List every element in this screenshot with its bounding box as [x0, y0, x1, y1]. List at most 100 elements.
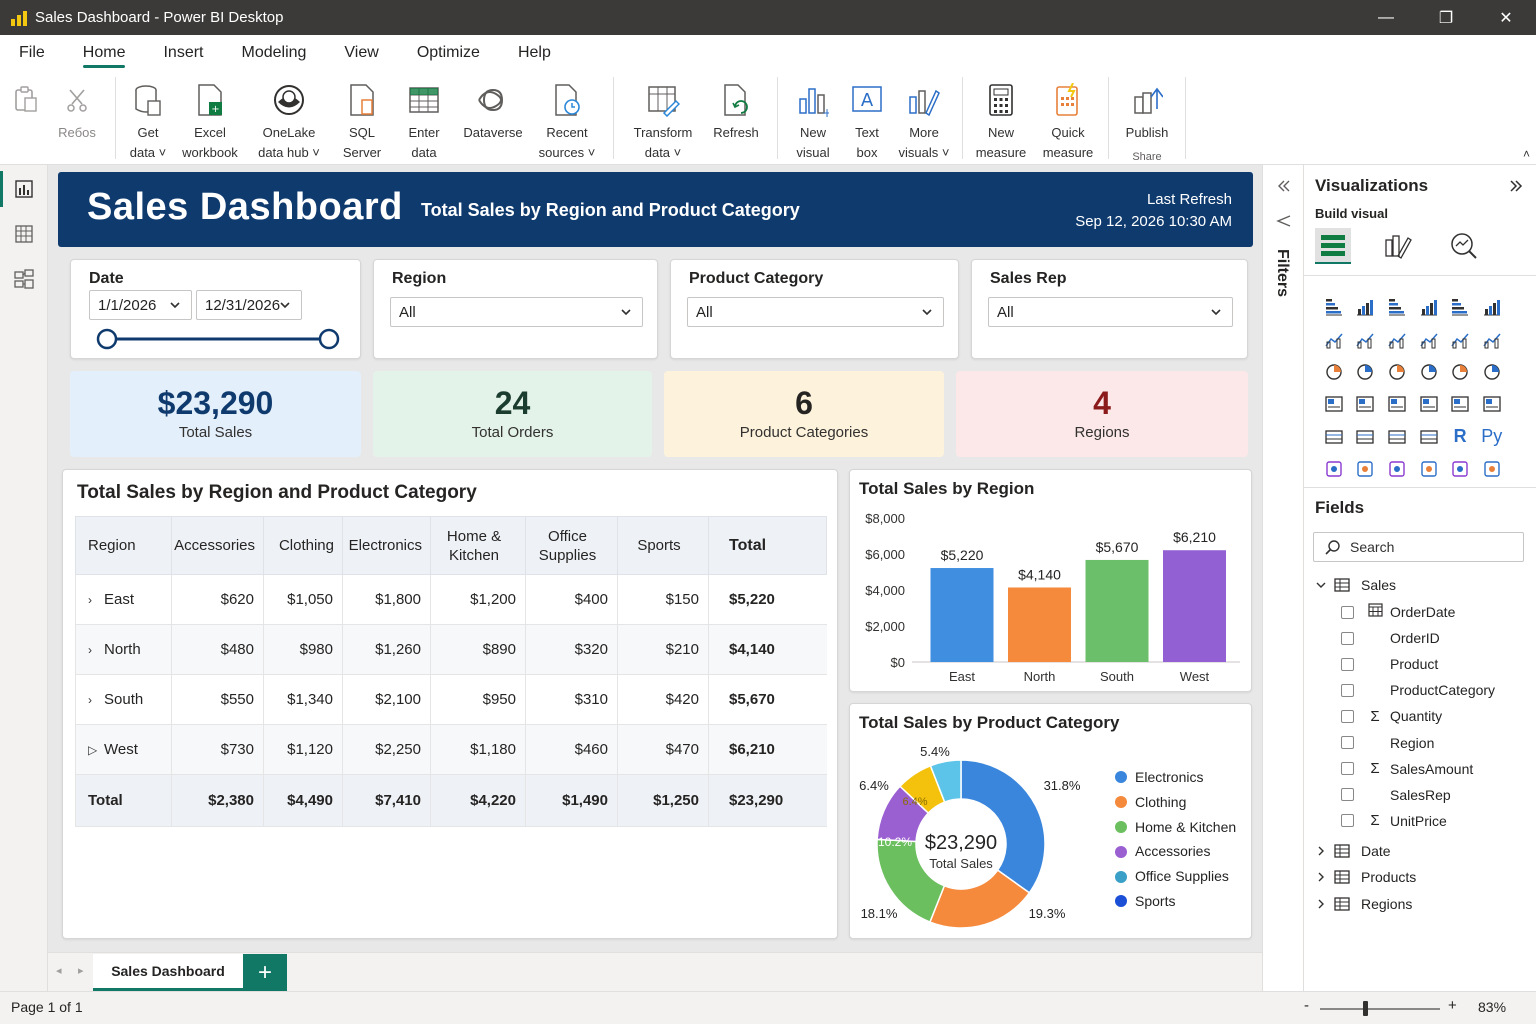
key-influencers-icon[interactable]	[1318, 453, 1350, 485]
field-item[interactable]: OrderID	[1304, 626, 1536, 650]
column-header[interactable]: Home & Kitchen	[430, 516, 526, 575]
table-row[interactable]: › East $620 $1,050 $1,800 $1,200 $400 $150 $5,22…	[75, 574, 827, 625]
double-chevron-right-icon[interactable]	[1508, 178, 1524, 194]
clustered-bar-icon[interactable]	[1381, 291, 1413, 323]
field-item[interactable]: Σ UnitPrice	[1304, 809, 1536, 833]
field-checkbox[interactable]	[1341, 814, 1354, 828]
decomposition-tree-icon[interactable]	[1350, 453, 1382, 485]
fields-search-input[interactable]: Search	[1313, 532, 1524, 562]
field-checkbox[interactable]	[1341, 605, 1354, 619]
area-chart-icon[interactable]	[1350, 323, 1382, 355]
donut-slice[interactable]	[960, 759, 1046, 894]
funnel-icon[interactable]	[1318, 356, 1350, 388]
table-node[interactable]: Products	[1304, 865, 1536, 889]
table-row[interactable]: › South $550 $1,340 $2,100 $950 $310 $420 $5,670	[75, 674, 827, 725]
tab-file[interactable]: File	[19, 44, 45, 61]
onelake-button[interactable]: OneLake data hub ˅	[254, 77, 324, 163]
field-item[interactable]: Region	[1304, 731, 1536, 755]
date-range-slider[interactable]	[95, 326, 343, 352]
100-bar-icon[interactable]	[1444, 291, 1476, 323]
map-icon[interactable]	[1476, 356, 1508, 388]
tab-view[interactable]: View	[344, 44, 379, 61]
new-visual-button[interactable]: + New visual	[778, 77, 848, 163]
field-item[interactable]: ProductCategory	[1304, 678, 1536, 702]
field-checkbox[interactable]	[1341, 657, 1354, 671]
enter-data-button[interactable]: Enter data	[389, 77, 459, 163]
collapse-ribbon-button[interactable]: ˄	[1522, 147, 1530, 161]
row-header[interactable]: › East	[75, 574, 172, 625]
narrative-icon[interactable]	[1413, 453, 1445, 485]
maximize-button[interactable]: ❐	[1438, 9, 1454, 27]
new-measure-button[interactable]: New measure	[966, 77, 1036, 163]
column-header[interactable]: Office Supplies	[525, 516, 618, 575]
expand-chevron-icon[interactable]: ›	[88, 593, 92, 607]
donut-slice[interactable]	[929, 759, 962, 804]
sales-matrix-visual[interactable]: Total Sales by Region and Product Catego…	[62, 469, 838, 939]
column-header[interactable]: Region	[75, 516, 172, 575]
product-category-dropdown[interactable]: All	[687, 297, 944, 327]
table-row[interactable]: › North $480 $980 $1,260 $890 $320 $210 $4,140	[75, 624, 827, 675]
cut-button[interactable]: Reбos	[44, 77, 110, 143]
format-visual-icon[interactable]	[1384, 232, 1414, 260]
table-icon[interactable]	[1381, 421, 1413, 453]
date-from-field[interactable]: 1/1/2026	[89, 290, 192, 320]
field-item[interactable]: SalesRep	[1304, 783, 1536, 807]
recent-sources-button[interactable]: Recent sources ˅	[532, 77, 602, 163]
qa-icon[interactable]	[1381, 453, 1413, 485]
zoom-slider-thumb[interactable]	[1363, 1001, 1368, 1016]
legend-item[interactable]: Clothing	[1115, 790, 1236, 815]
bar[interactable]	[1163, 550, 1226, 662]
field-checkbox[interactable]	[1341, 709, 1354, 723]
column-header-total[interactable]: Total	[708, 516, 827, 575]
100-column-icon[interactable]	[1476, 291, 1508, 323]
kpi-icon[interactable]	[1318, 421, 1350, 453]
line-chart-icon[interactable]	[1318, 323, 1350, 355]
column-header[interactable]: Clothing	[263, 516, 343, 575]
legend-item[interactable]: Electronics	[1115, 765, 1236, 790]
build-visual-tab[interactable]	[1315, 228, 1351, 264]
sales-by-region-chart[interactable]: Total Sales by Region $0 $2,000 $4,000 $6,0…	[849, 469, 1252, 692]
zoom-in-button[interactable]: +	[1448, 997, 1457, 1014]
field-checkbox[interactable]	[1341, 631, 1354, 645]
dataverse-button[interactable]: Dataverse	[455, 77, 531, 143]
scatter-icon[interactable]	[1350, 356, 1382, 388]
ribbon-chart-icon[interactable]	[1444, 323, 1476, 355]
tab-home[interactable]: Home	[64, 35, 145, 71]
field-item[interactable]: Σ Quantity	[1304, 704, 1536, 728]
get-data-button[interactable]: Get data ˅	[113, 77, 183, 163]
zoom-out-button[interactable]: -	[1304, 997, 1309, 1014]
pie-icon[interactable]	[1381, 356, 1413, 388]
paste-button[interactable]	[6, 77, 46, 123]
analytics-icon[interactable]	[1449, 232, 1479, 260]
text-box-button[interactable]: A Text box	[832, 77, 902, 163]
donut-icon[interactable]	[1413, 356, 1445, 388]
slicer-icon[interactable]	[1350, 421, 1382, 453]
treemap-icon[interactable]	[1444, 356, 1476, 388]
add-page-button[interactable]: +	[243, 954, 287, 991]
field-checkbox[interactable]	[1341, 683, 1354, 697]
column-header[interactable]: Accessories	[171, 516, 264, 575]
tab-optimize[interactable]: Optimize	[416, 44, 480, 61]
arcgis-icon[interactable]	[1381, 388, 1413, 420]
page-tab-sales-dashboard[interactable]: Sales Dashboard	[93, 954, 243, 991]
expand-chevron-icon[interactable]: ›	[88, 643, 92, 657]
expand-chevron-icon[interactable]: ›	[88, 693, 92, 707]
tab-help[interactable]: Help	[517, 44, 551, 61]
more-icon[interactable]	[1476, 453, 1508, 485]
matrix-icon[interactable]	[1413, 421, 1445, 453]
line-clustered-icon[interactable]	[1413, 323, 1445, 355]
stacked-column-icon[interactable]	[1350, 291, 1382, 323]
multirow-card-icon[interactable]	[1476, 388, 1508, 420]
slider-start-handle[interactable]	[96, 328, 118, 350]
azure-map-icon[interactable]	[1350, 388, 1382, 420]
field-item[interactable]: Σ SalesAmount	[1304, 757, 1536, 781]
transform-data-button[interactable]: Transform data ˅	[624, 77, 702, 163]
sales-rep-dropdown[interactable]: All	[988, 297, 1233, 327]
zoom-slider[interactable]	[1320, 1008, 1440, 1010]
filled-map-icon[interactable]	[1318, 388, 1350, 420]
next-page-arrow-icon[interactable]: ▸	[78, 965, 84, 977]
date-to-field[interactable]: 12/31/2026	[196, 290, 302, 320]
field-checkbox[interactable]	[1341, 788, 1354, 802]
row-header[interactable]: › North	[75, 624, 172, 675]
filters-label[interactable]: Filters	[1274, 249, 1291, 298]
